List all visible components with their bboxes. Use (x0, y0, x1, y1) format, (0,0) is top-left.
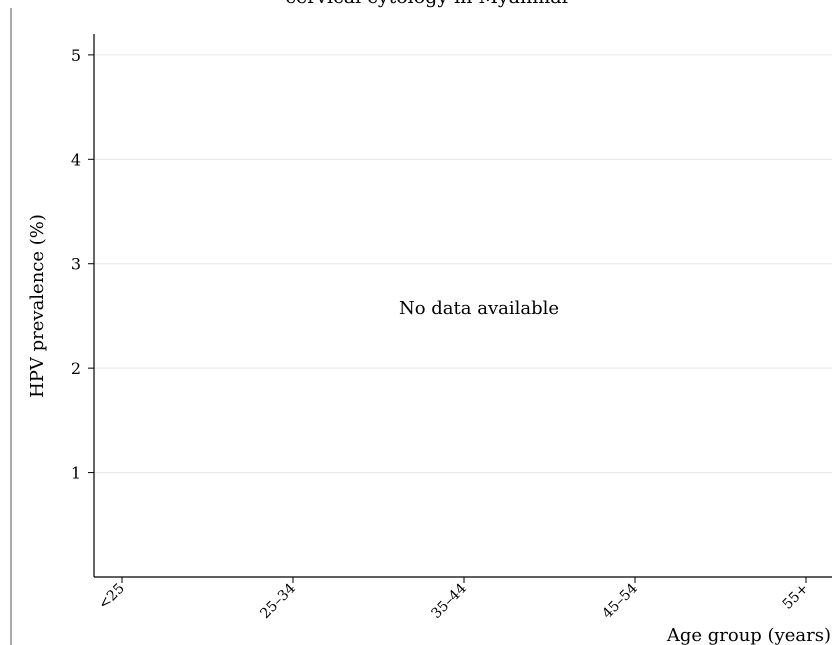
y-tick-label: 5 (71, 46, 81, 65)
y-tick-label: 2 (71, 359, 81, 378)
x-tick-label: 55+ (780, 581, 812, 613)
no-data-message: No data available (399, 298, 559, 319)
y-axis-ticks: 1 2 3 4 5 (71, 46, 94, 483)
gridlines (94, 54, 832, 474)
x-axis-ticks: <25 25–34 35–44 45–54 55+ (96, 577, 812, 622)
x-tick-label: 25–34 (257, 580, 299, 622)
y-axis-title: HPV prevalence (%) (27, 214, 48, 398)
x-tick-label: 45–54 (599, 580, 641, 622)
x-tick-label: <25 (96, 581, 128, 613)
chart-title: cervical cytology in Myanmar (285, 0, 571, 8)
y-tick-label: 3 (71, 255, 81, 274)
x-axis-title: Age group (years) (666, 625, 831, 645)
y-tick-label: 4 (71, 150, 81, 169)
y-tick-label: 1 (71, 464, 81, 483)
x-tick-label: 35–44 (428, 580, 470, 622)
